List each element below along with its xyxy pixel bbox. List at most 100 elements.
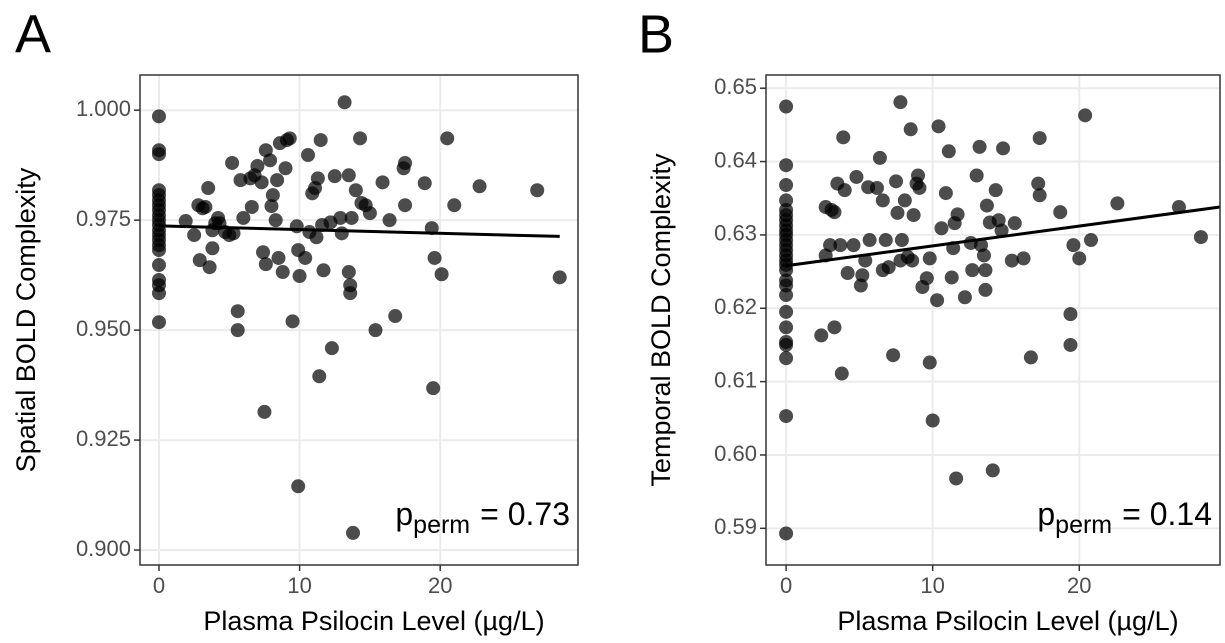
y-tick-label: 0.65 [714, 74, 757, 99]
point [151, 286, 166, 301]
point [779, 304, 794, 319]
annotation-text: = 0.14 [1122, 496, 1212, 532]
point [858, 253, 873, 268]
point [362, 206, 377, 221]
point [823, 238, 838, 253]
point [1110, 196, 1125, 211]
point [849, 169, 864, 184]
point [417, 176, 432, 191]
point [346, 525, 361, 540]
point [337, 95, 352, 110]
point [1083, 233, 1098, 248]
point [258, 257, 273, 272]
point [264, 199, 279, 214]
point [327, 169, 342, 184]
x-tick-label: 10 [920, 573, 944, 598]
plot-background [140, 75, 578, 565]
point [1193, 230, 1208, 245]
point [472, 179, 487, 194]
point [833, 238, 848, 253]
x-tick-label: 20 [1067, 573, 1091, 598]
point [985, 463, 1000, 478]
point [353, 131, 368, 146]
y-tick-label: 0.975 [76, 206, 131, 231]
point [291, 479, 306, 494]
point [151, 258, 166, 273]
plot-background [766, 75, 1220, 565]
point [244, 199, 259, 214]
point [894, 233, 909, 248]
point [912, 180, 927, 195]
x-tick-label: 10 [287, 573, 311, 598]
point [263, 153, 278, 168]
point [944, 270, 959, 285]
point [187, 228, 202, 243]
point [950, 207, 965, 222]
point [313, 133, 328, 148]
point [957, 290, 972, 305]
point [257, 404, 272, 419]
point [250, 159, 265, 174]
point [905, 253, 920, 268]
point [388, 309, 403, 324]
point [1016, 251, 1031, 266]
trend-line [158, 224, 560, 238]
point [1063, 307, 1078, 322]
point [1031, 176, 1046, 191]
point [996, 141, 1011, 156]
point [434, 267, 449, 282]
point [925, 413, 940, 428]
point [236, 210, 251, 225]
point [941, 144, 956, 159]
panel-label: A [15, 4, 51, 64]
point [201, 181, 216, 196]
point [853, 278, 868, 293]
point [890, 205, 905, 220]
point [205, 241, 220, 256]
point [922, 355, 937, 370]
point [1053, 205, 1068, 220]
point [275, 265, 290, 280]
point [972, 139, 987, 154]
point [289, 219, 304, 234]
point [1072, 251, 1087, 266]
point [930, 293, 945, 308]
point [779, 288, 794, 303]
point [869, 180, 884, 195]
point [316, 263, 331, 278]
point [427, 250, 442, 265]
point [862, 233, 877, 248]
point [931, 119, 946, 134]
plot-border [765, 74, 1221, 566]
point [334, 226, 349, 241]
point [779, 320, 794, 335]
point [836, 130, 851, 145]
y-tick-label: 0.64 [714, 147, 757, 172]
annotation-subscript: perm [1055, 511, 1112, 539]
annotation-base: p [1037, 496, 1055, 532]
point [301, 148, 316, 163]
point [341, 168, 356, 183]
y-tick-label: 0.62 [714, 294, 757, 319]
point [225, 155, 240, 170]
trend-line [785, 205, 1221, 268]
point [903, 122, 918, 137]
point [265, 188, 280, 203]
annotation-subscript: perm [413, 511, 470, 539]
point [552, 270, 567, 285]
y-tick-label: 0.900 [76, 536, 131, 561]
point [846, 238, 861, 253]
point [1066, 238, 1081, 253]
point [344, 210, 359, 225]
point [375, 175, 390, 190]
point [1032, 131, 1047, 146]
point [827, 320, 842, 335]
point [779, 158, 794, 173]
point [312, 369, 327, 384]
point [1171, 200, 1186, 215]
point [285, 314, 300, 329]
panel: B 0.59 0.60 0.61 0.62 0.63 0.64 0.65 0 10 20 pperm =… [638, 4, 1221, 636]
point [398, 198, 413, 213]
point [178, 214, 193, 229]
